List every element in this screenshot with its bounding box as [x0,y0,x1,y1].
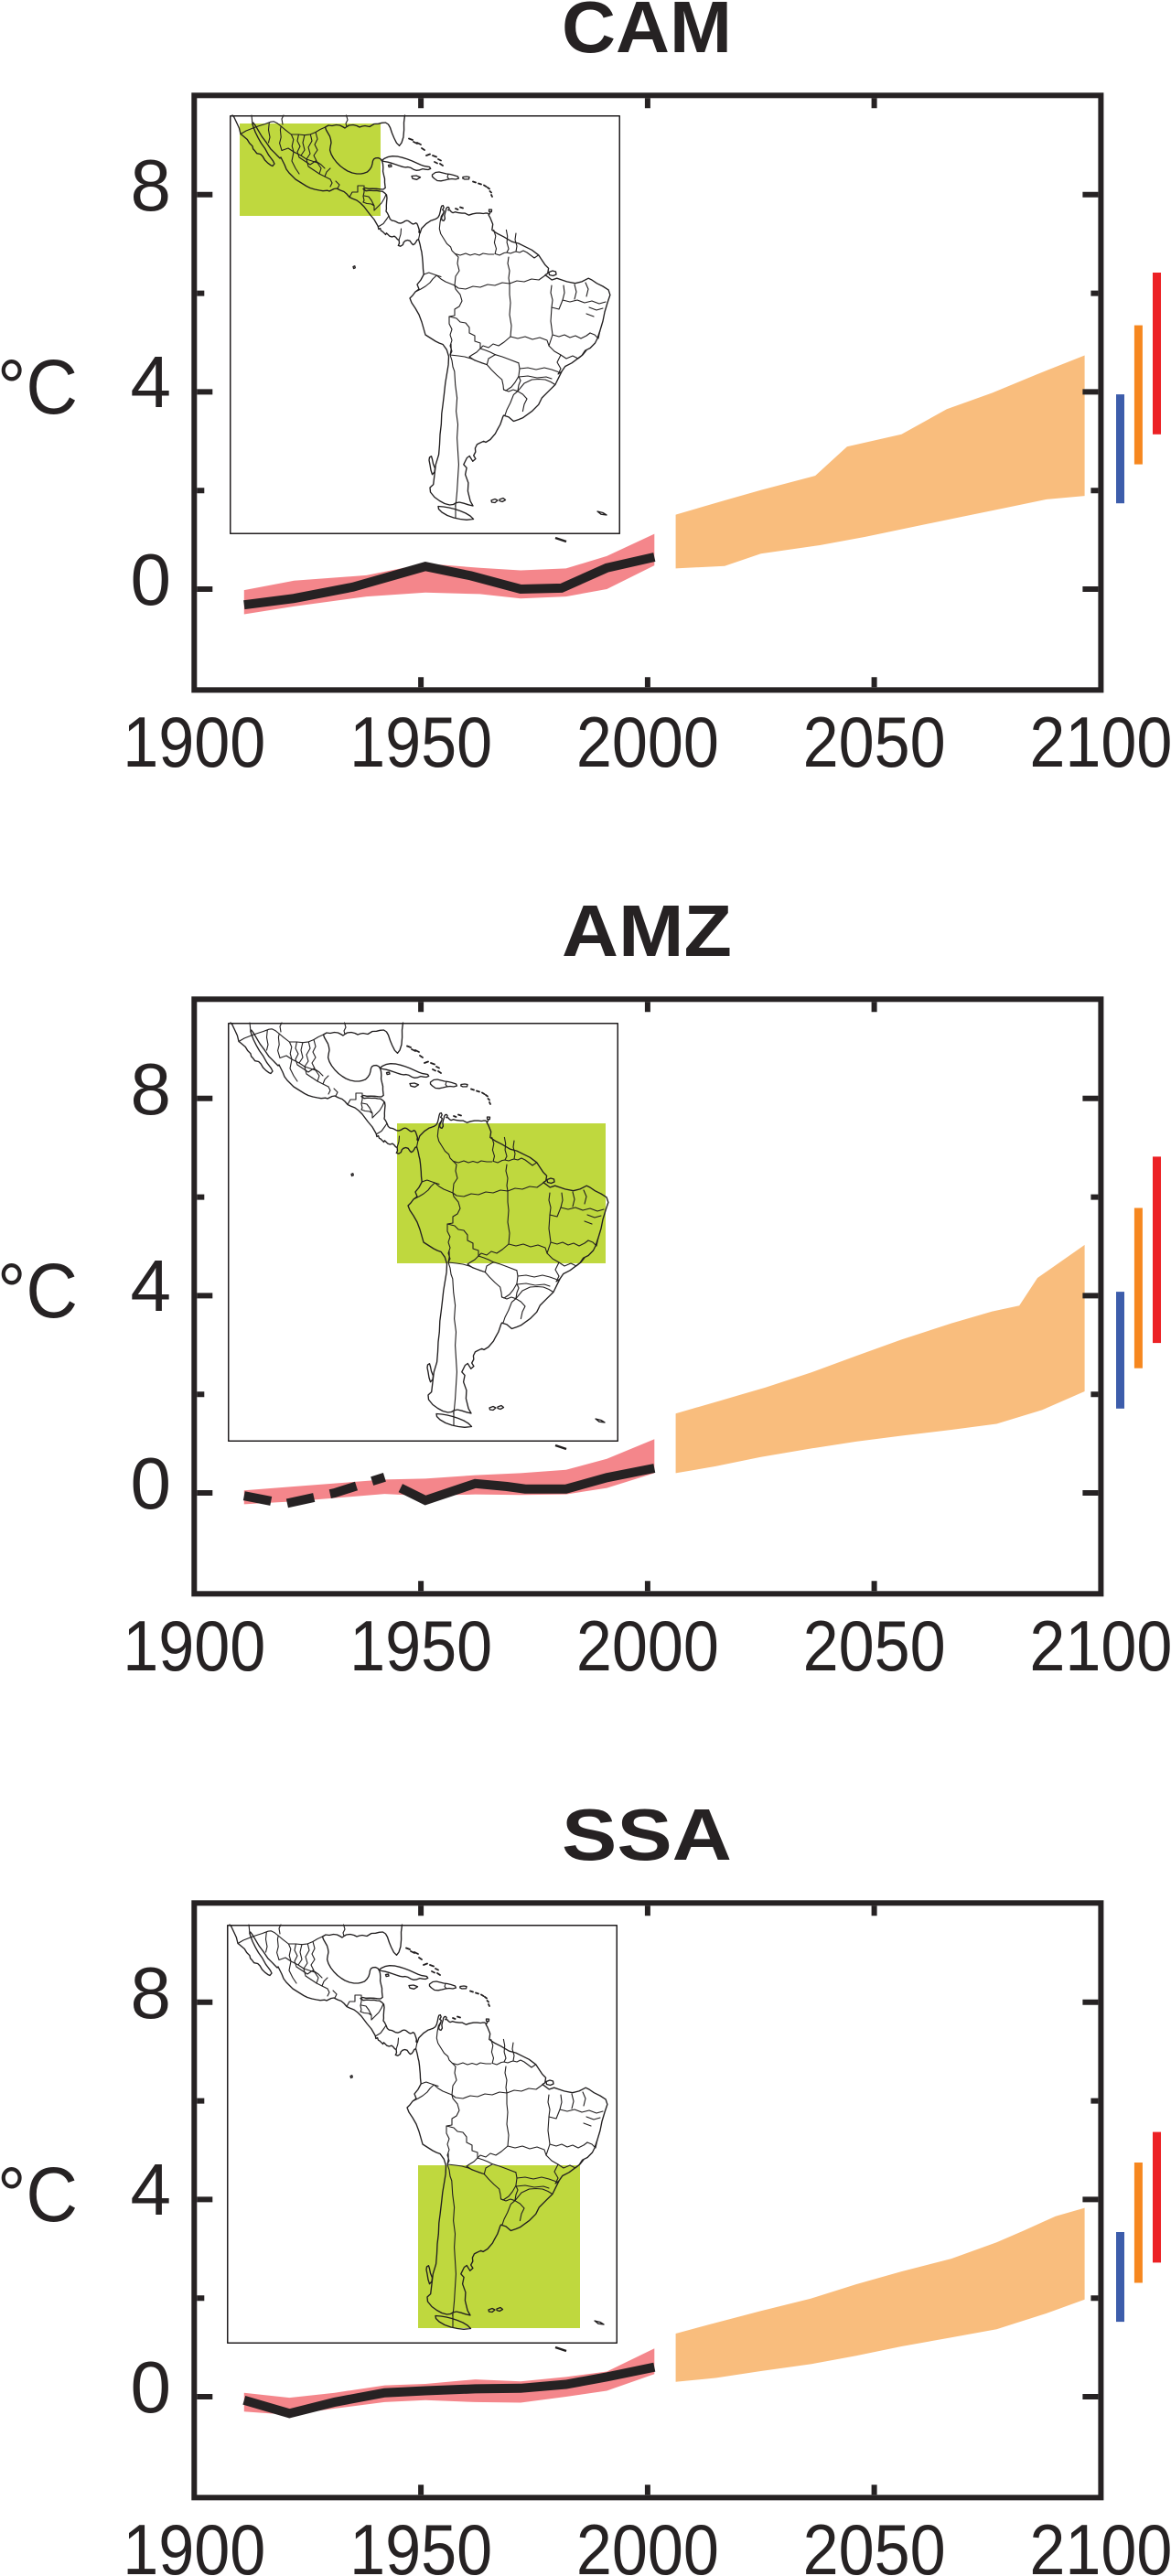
svg-text:2000: 2000 [576,1605,719,1686]
svg-text:4: 4 [131,1245,172,1326]
svg-text:1950: 1950 [349,702,492,782]
svg-text:1900: 1900 [123,1605,265,1686]
svg-text:1950: 1950 [349,1605,492,1686]
svg-text:2100: 2100 [1029,702,1171,782]
svg-text:SSA: SSA [562,1794,732,1875]
svg-text:4: 4 [131,341,172,423]
svg-text:0: 0 [131,539,172,620]
svg-text:0: 0 [131,1443,172,1524]
svg-text:2100: 2100 [1029,1605,1171,1686]
svg-text:°C: °C [0,2152,78,2238]
svg-text:2050: 2050 [803,1605,946,1686]
svg-text:CAM: CAM [562,0,732,68]
svg-text:AMZ: AMZ [562,890,732,971]
svg-text:1900: 1900 [123,2509,265,2576]
svg-text:1900: 1900 [123,702,265,782]
svg-text:8: 8 [131,145,172,226]
svg-text:2000: 2000 [576,2509,719,2576]
svg-text:2050: 2050 [803,2509,946,2576]
svg-text:1950: 1950 [349,2509,492,2576]
svg-text:4: 4 [131,2149,172,2230]
svg-text:2000: 2000 [576,702,719,782]
svg-text:0: 0 [131,2346,172,2428]
svg-text:8: 8 [131,1952,172,2034]
svg-text:°C: °C [0,344,78,430]
svg-text:8: 8 [131,1048,172,1130]
svg-text:2100: 2100 [1029,2509,1171,2576]
svg-text:2050: 2050 [803,702,946,782]
svg-text:°C: °C [0,1248,78,1334]
